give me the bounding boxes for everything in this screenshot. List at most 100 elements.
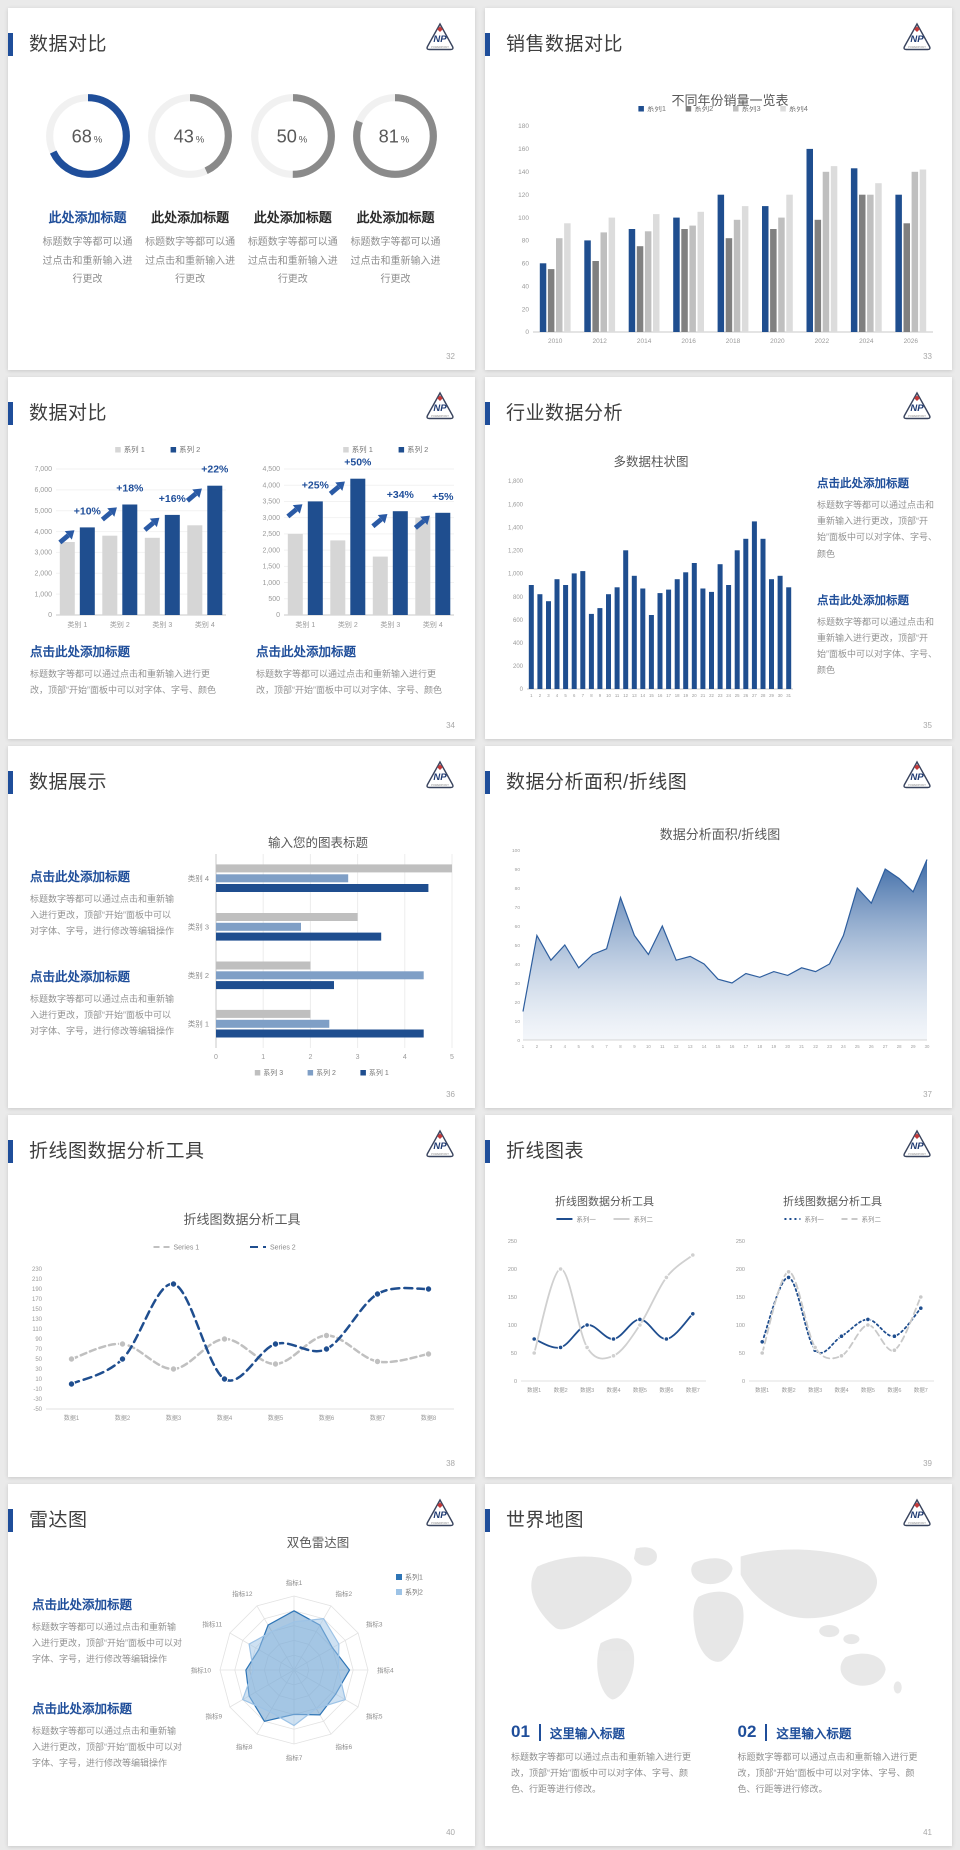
svg-text:数据3: 数据3 [580, 1386, 594, 1394]
svg-text:15: 15 [649, 693, 654, 698]
slide-sales-data-comparison[interactable]: 销售数据对比 NP POWERPOINT 不同年份销量一览表 0 20 40 60 80… [485, 8, 952, 370]
svg-text:类别 2: 类别 2 [110, 620, 130, 629]
bar-chart-growth-left: 0 1,000 2,000 3,000 4,000 5,000 6,000 7,000 类别 1… [20, 439, 229, 642]
svg-text:7: 7 [582, 693, 585, 698]
numbered-item: 02 这里输入标题 标题数字等都可以通过点击和重新输入进行更改，顶部“开始”面板… [738, 1722, 933, 1797]
svg-text:81: 81 [379, 127, 399, 147]
svg-text:类别 2: 类别 2 [338, 620, 358, 629]
donut-item: 81 % 此处添加标题 标题数字等都可以通过点击和重新输入进行更改 [346, 90, 445, 290]
svg-text:Series 2: Series 2 [270, 1245, 296, 1252]
svg-text:类别 1: 类别 1 [295, 620, 315, 629]
svg-text:4,500: 4,500 [262, 466, 280, 473]
line-chart-series: -50 -30 -10 10 30 50 70 90 110 130 150 170 190 210 230… [16, 1223, 468, 1440]
text-blocks: 点击此处添加标题 标题数字等都可以通过点击和重新输入进行更改，顶部“开始”面板中… [30, 866, 176, 1039]
svg-text:3,000: 3,000 [262, 515, 280, 522]
svg-text:%: % [401, 135, 410, 146]
svg-text:22: 22 [813, 1044, 818, 1049]
svg-text:21: 21 [799, 1044, 804, 1049]
svg-text:数据6: 数据6 [887, 1386, 901, 1394]
slide-title: 世界地图 [506, 1510, 585, 1531]
svg-text:类别 1: 类别 1 [67, 620, 87, 629]
svg-text:50: 50 [515, 943, 521, 949]
donut-desc: 标题数字等都可以通过点击和重新输入进行更改 [350, 237, 441, 285]
svg-text:25: 25 [735, 693, 740, 698]
text-block: 点击此处添加标题 标题数字等都可以通过点击和重新输入进行更改，顶部“开始”面板中… [30, 966, 176, 1040]
title-accent-bar [8, 33, 13, 56]
slide-data-comparison-donuts[interactable]: 数据对比 NP POWERPOINT 68 % 此处添加标题 标题数字等都可以通… [8, 8, 475, 370]
svg-text:20: 20 [515, 1000, 521, 1006]
chart-title: 输入您的图表标题 [267, 836, 368, 850]
donut-row: 68 % 此处添加标题 标题数字等都可以通过点击和重新输入进行更改 43 % 此… [38, 90, 445, 290]
chart-title: 多数据柱状图 [613, 455, 689, 469]
slide-title: 折线图表 [506, 1141, 585, 1162]
donut-desc: 标题数字等都可以通过点击和重新输入进行更改 [247, 237, 338, 285]
np-logo-icon: NP POWERPOINT [423, 759, 457, 793]
svg-text:800: 800 [513, 595, 524, 601]
svg-text:6,000: 6,000 [34, 487, 52, 494]
svg-text:数据1: 数据1 [755, 1386, 769, 1394]
svg-text:250: 250 [508, 1239, 517, 1245]
svg-text:数据1: 数据1 [527, 1386, 541, 1394]
slide-data-comparison-bars[interactable]: 数据对比 NP POWERPOINT 0 1,000 2,000 3,000 4,000… [8, 377, 475, 739]
title-accent-bar [485, 1140, 490, 1163]
svg-text:2010: 2010 [548, 338, 563, 345]
np-logo-icon: NP POWERPOINT [423, 21, 457, 55]
slide-area-line-chart[interactable]: 数据分析面积/折线图 NP POWERPOINT 数据分析面积/折线图 0 10 2… [485, 746, 952, 1108]
svg-text:7: 7 [605, 1044, 608, 1049]
svg-text:指标6: 指标6 [336, 1742, 353, 1751]
slide-industry-data-analysis[interactable]: 行业数据分析 NP POWERPOINT 多数据柱状图 0 200 400 600 80… [485, 377, 952, 739]
svg-text:2016: 2016 [681, 338, 696, 345]
svg-text:指标8: 指标8 [236, 1742, 253, 1751]
text-block: 点击此处添加标题 标题数字等都可以通过点击和重新输入进行更改，顶部“开始”面板中… [30, 866, 176, 940]
svg-text:12: 12 [623, 693, 628, 698]
svg-text:0: 0 [48, 612, 52, 619]
svg-text:170: 170 [32, 1297, 43, 1303]
np-logo-icon: NP POWERPOINT [900, 21, 934, 55]
slide-radar-chart[interactable]: 雷达图 NP POWERPOINT 点击此处添加标题 标题数字等都可以通过点击和… [8, 1484, 475, 1846]
item-header: 02 这里输入标题 [738, 1722, 933, 1742]
svg-text:140: 140 [518, 169, 529, 176]
svg-text:系列 1: 系列 1 [369, 1068, 389, 1077]
slide-title: 雷达图 [29, 1510, 88, 1531]
svg-text:2018: 2018 [726, 338, 741, 345]
svg-text:14: 14 [640, 693, 645, 698]
svg-text:数据2: 数据2 [782, 1386, 796, 1394]
svg-text:系列4: 系列4 [789, 106, 808, 113]
title-accent-bar [485, 402, 490, 425]
svg-text:2: 2 [539, 693, 542, 698]
svg-text:160: 160 [518, 146, 529, 153]
page-number: 40 [446, 1828, 455, 1837]
svg-text:+34%: +34% [387, 489, 415, 501]
svg-text:POWERPOINT: POWERPOINT [431, 1521, 449, 1525]
slide-line-chart-tool[interactable]: 折线图数据分析工具 NP POWERPOINT 折线图数据分析工具 -50 -30… [8, 1115, 475, 1477]
slide-row-5: 雷达图 NP POWERPOINT 点击此处添加标题 标题数字等都可以通过点击和… [0, 1484, 960, 1846]
svg-text:指标10: 指标10 [191, 1666, 212, 1675]
svg-text:2: 2 [536, 1044, 539, 1049]
world-map-graphic [497, 1538, 940, 1710]
svg-text:10: 10 [646, 1044, 651, 1049]
block-desc: 标题数字等都可以通过点击和重新输入进行更改，顶部“开始”面板中可以对字体、字号，… [30, 993, 175, 1036]
slide-world-map[interactable]: 世界地图 NP POWERPOINT [485, 1484, 952, 1846]
item-number: 01 [511, 1722, 530, 1741]
svg-text:150: 150 [508, 1295, 517, 1301]
svg-text:4: 4 [556, 693, 559, 698]
svg-text:230: 230 [32, 1267, 43, 1273]
np-logo-icon: NP POWERPOINT [900, 1128, 934, 1162]
svg-text:29: 29 [911, 1044, 916, 1049]
svg-text:POWERPOINT: POWERPOINT [431, 1152, 449, 1156]
slide-line-charts[interactable]: 折线图表 NP POWERPOINT 折线图数据分析工具 折线图数据分析工具 0… [485, 1115, 952, 1477]
svg-text:17: 17 [666, 693, 671, 698]
svg-text:600: 600 [513, 618, 524, 624]
slide-row-1: 数据对比 NP POWERPOINT 68 % 此处添加标题 标题数字等都可以通… [0, 8, 960, 370]
svg-text:18: 18 [675, 693, 680, 698]
svg-text:100: 100 [518, 215, 529, 222]
svg-text:+18%: +18% [116, 483, 144, 495]
svg-text:类别 4: 类别 4 [188, 873, 209, 883]
np-logo-icon: NP POWERPOINT [423, 1497, 457, 1531]
svg-text:POWERPOINT: POWERPOINT [908, 783, 926, 787]
svg-text:15: 15 [716, 1044, 721, 1049]
svg-text:24: 24 [841, 1044, 846, 1049]
svg-text:120: 120 [518, 192, 529, 199]
svg-text:-10: -10 [33, 1387, 42, 1393]
slide-data-display[interactable]: 数据展示 NP POWERPOINT 点击此处添加标题 标题数字等都可以通过点击… [8, 746, 475, 1108]
